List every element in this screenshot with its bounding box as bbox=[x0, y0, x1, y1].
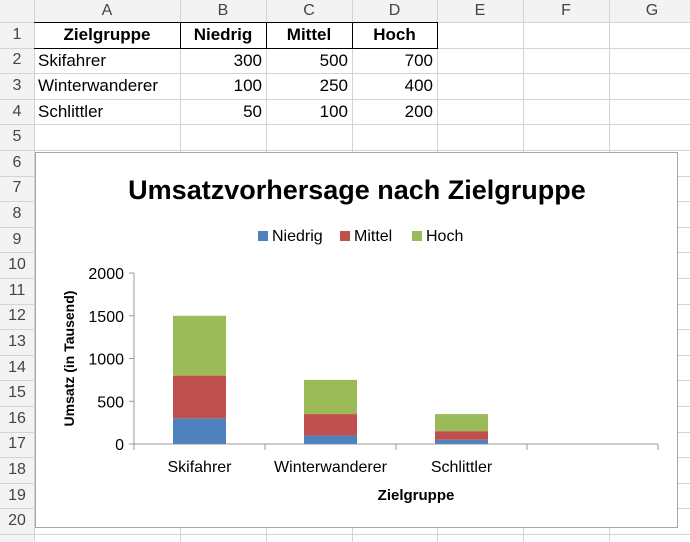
table-header-cell[interactable]: Zielgruppe bbox=[63, 25, 151, 45]
chart-svg: Umsatzvorhersage nach Zielgruppe Niedrig M… bbox=[61, 175, 659, 504]
row-header-3[interactable]: 3 bbox=[12, 76, 22, 94]
y-tick-label: 500 bbox=[97, 394, 124, 411]
table-header-cell[interactable]: Niedrig bbox=[193, 25, 253, 45]
header-border bbox=[180, 47, 267, 49]
row-header-16[interactable]: 16 bbox=[8, 409, 26, 427]
grid-hline bbox=[0, 150, 690, 151]
bar-hoch bbox=[435, 414, 488, 432]
bar-mittel bbox=[173, 375, 226, 419]
row-header-18[interactable]: 18 bbox=[8, 460, 26, 478]
column-header-c[interactable]: C bbox=[303, 2, 315, 19]
bar-hoch bbox=[304, 379, 357, 415]
y-tick-label: 1500 bbox=[88, 309, 124, 326]
header-border bbox=[352, 22, 438, 23]
bar-hoch bbox=[173, 315, 226, 376]
grid-hline bbox=[0, 534, 690, 535]
chart-title: Umsatzvorhersage nach Zielgruppe bbox=[128, 175, 586, 205]
bar-niedrig bbox=[435, 439, 488, 444]
y-tick-label: 0 bbox=[115, 437, 124, 454]
row-header-15[interactable]: 15 bbox=[8, 384, 26, 402]
header-border bbox=[437, 22, 438, 49]
header-border bbox=[180, 22, 267, 23]
row-header-8[interactable]: 8 bbox=[12, 204, 22, 222]
row-header-10[interactable]: 10 bbox=[8, 256, 26, 274]
grid-hline bbox=[0, 124, 690, 126]
grid-vline bbox=[34, 0, 35, 542]
table-cell[interactable]: 50 bbox=[243, 102, 262, 122]
row-header-5[interactable]: 5 bbox=[12, 128, 22, 146]
table-cell[interactable]: Winterwanderer bbox=[38, 76, 158, 96]
header-border bbox=[34, 22, 181, 23]
bar-mittel bbox=[304, 414, 357, 436]
table-cell[interactable]: 500 bbox=[319, 50, 348, 70]
column-header-b[interactable]: B bbox=[217, 2, 229, 19]
y-tick-label: 1000 bbox=[88, 352, 124, 369]
row-header-1[interactable]: 1 bbox=[12, 25, 22, 43]
row-header-4[interactable]: 4 bbox=[12, 102, 22, 120]
row-header-12[interactable]: 12 bbox=[8, 307, 26, 325]
header-border bbox=[266, 22, 353, 23]
x-tick-label: Skifahrer bbox=[167, 459, 232, 476]
row-header-11[interactable]: 11 bbox=[8, 281, 26, 299]
column-header-e[interactable]: E bbox=[474, 2, 486, 19]
table-cell[interactable]: 200 bbox=[404, 102, 433, 122]
table-cell[interactable]: 300 bbox=[233, 50, 262, 70]
column-header-f[interactable]: F bbox=[561, 2, 571, 19]
y-tick-label: 2000 bbox=[88, 266, 124, 283]
legend-label-mittel: Mittel bbox=[354, 228, 392, 245]
row-header-bar bbox=[0, 0, 34, 542]
legend-label-hoch: Hoch bbox=[426, 228, 463, 245]
column-header-d[interactable]: D bbox=[388, 2, 401, 19]
table-cell[interactable]: Skifahrer bbox=[38, 50, 107, 70]
table-cell[interactable]: 400 bbox=[404, 76, 433, 96]
table-cell[interactable]: Schlittler bbox=[38, 102, 104, 122]
x-tick-label: Winterwanderer bbox=[274, 459, 388, 476]
header-border bbox=[34, 47, 181, 49]
table-cell[interactable]: 250 bbox=[319, 76, 348, 96]
header-border bbox=[352, 22, 353, 49]
legend-label-niedrig: Niedrig bbox=[272, 228, 323, 245]
table-header-cell[interactable]: Hoch bbox=[373, 25, 416, 45]
table-cell[interactable]: 700 bbox=[404, 50, 433, 70]
grid-hline bbox=[0, 98, 690, 100]
row-header-9[interactable]: 9 bbox=[12, 230, 22, 248]
header-border bbox=[266, 47, 353, 49]
bar-niedrig bbox=[173, 418, 226, 444]
row-header-6[interactable]: 6 bbox=[12, 153, 22, 171]
legend-swatch-mittel bbox=[340, 231, 350, 241]
bar-mittel bbox=[435, 431, 488, 440]
x-axis-title: Zielgruppe bbox=[378, 487, 455, 504]
grid-hline bbox=[0, 73, 690, 75]
header-border bbox=[266, 22, 267, 49]
row-header-13[interactable]: 13 bbox=[8, 332, 26, 350]
legend-swatch-hoch bbox=[412, 231, 422, 241]
column-header-a[interactable]: A bbox=[101, 2, 113, 19]
table-cell[interactable]: 100 bbox=[233, 76, 262, 96]
row-header-19[interactable]: 19 bbox=[8, 486, 26, 504]
row-header-7[interactable]: 7 bbox=[12, 179, 22, 197]
column-header-bar bbox=[0, 0, 690, 22]
header-border bbox=[352, 47, 438, 49]
table-cell[interactable]: 100 bbox=[319, 102, 348, 122]
row-header-14[interactable]: 14 bbox=[8, 358, 26, 376]
y-axis-title: Umsatz (in Tausend) bbox=[61, 291, 77, 427]
table-header-cell[interactable]: Mittel bbox=[286, 25, 332, 45]
header-border bbox=[180, 22, 181, 49]
bar-niedrig bbox=[304, 435, 357, 444]
row-header-17[interactable]: 17 bbox=[8, 435, 26, 453]
row-header-2[interactable]: 2 bbox=[12, 51, 22, 69]
column-header-g[interactable]: G bbox=[645, 2, 659, 19]
legend-swatch-niedrig bbox=[258, 231, 268, 241]
row-header-20[interactable]: 20 bbox=[8, 512, 26, 530]
chart-area[interactable]: Umsatzvorhersage nach Zielgruppe Niedrig M… bbox=[35, 152, 678, 528]
x-tick-label: Schlittler bbox=[431, 459, 493, 476]
